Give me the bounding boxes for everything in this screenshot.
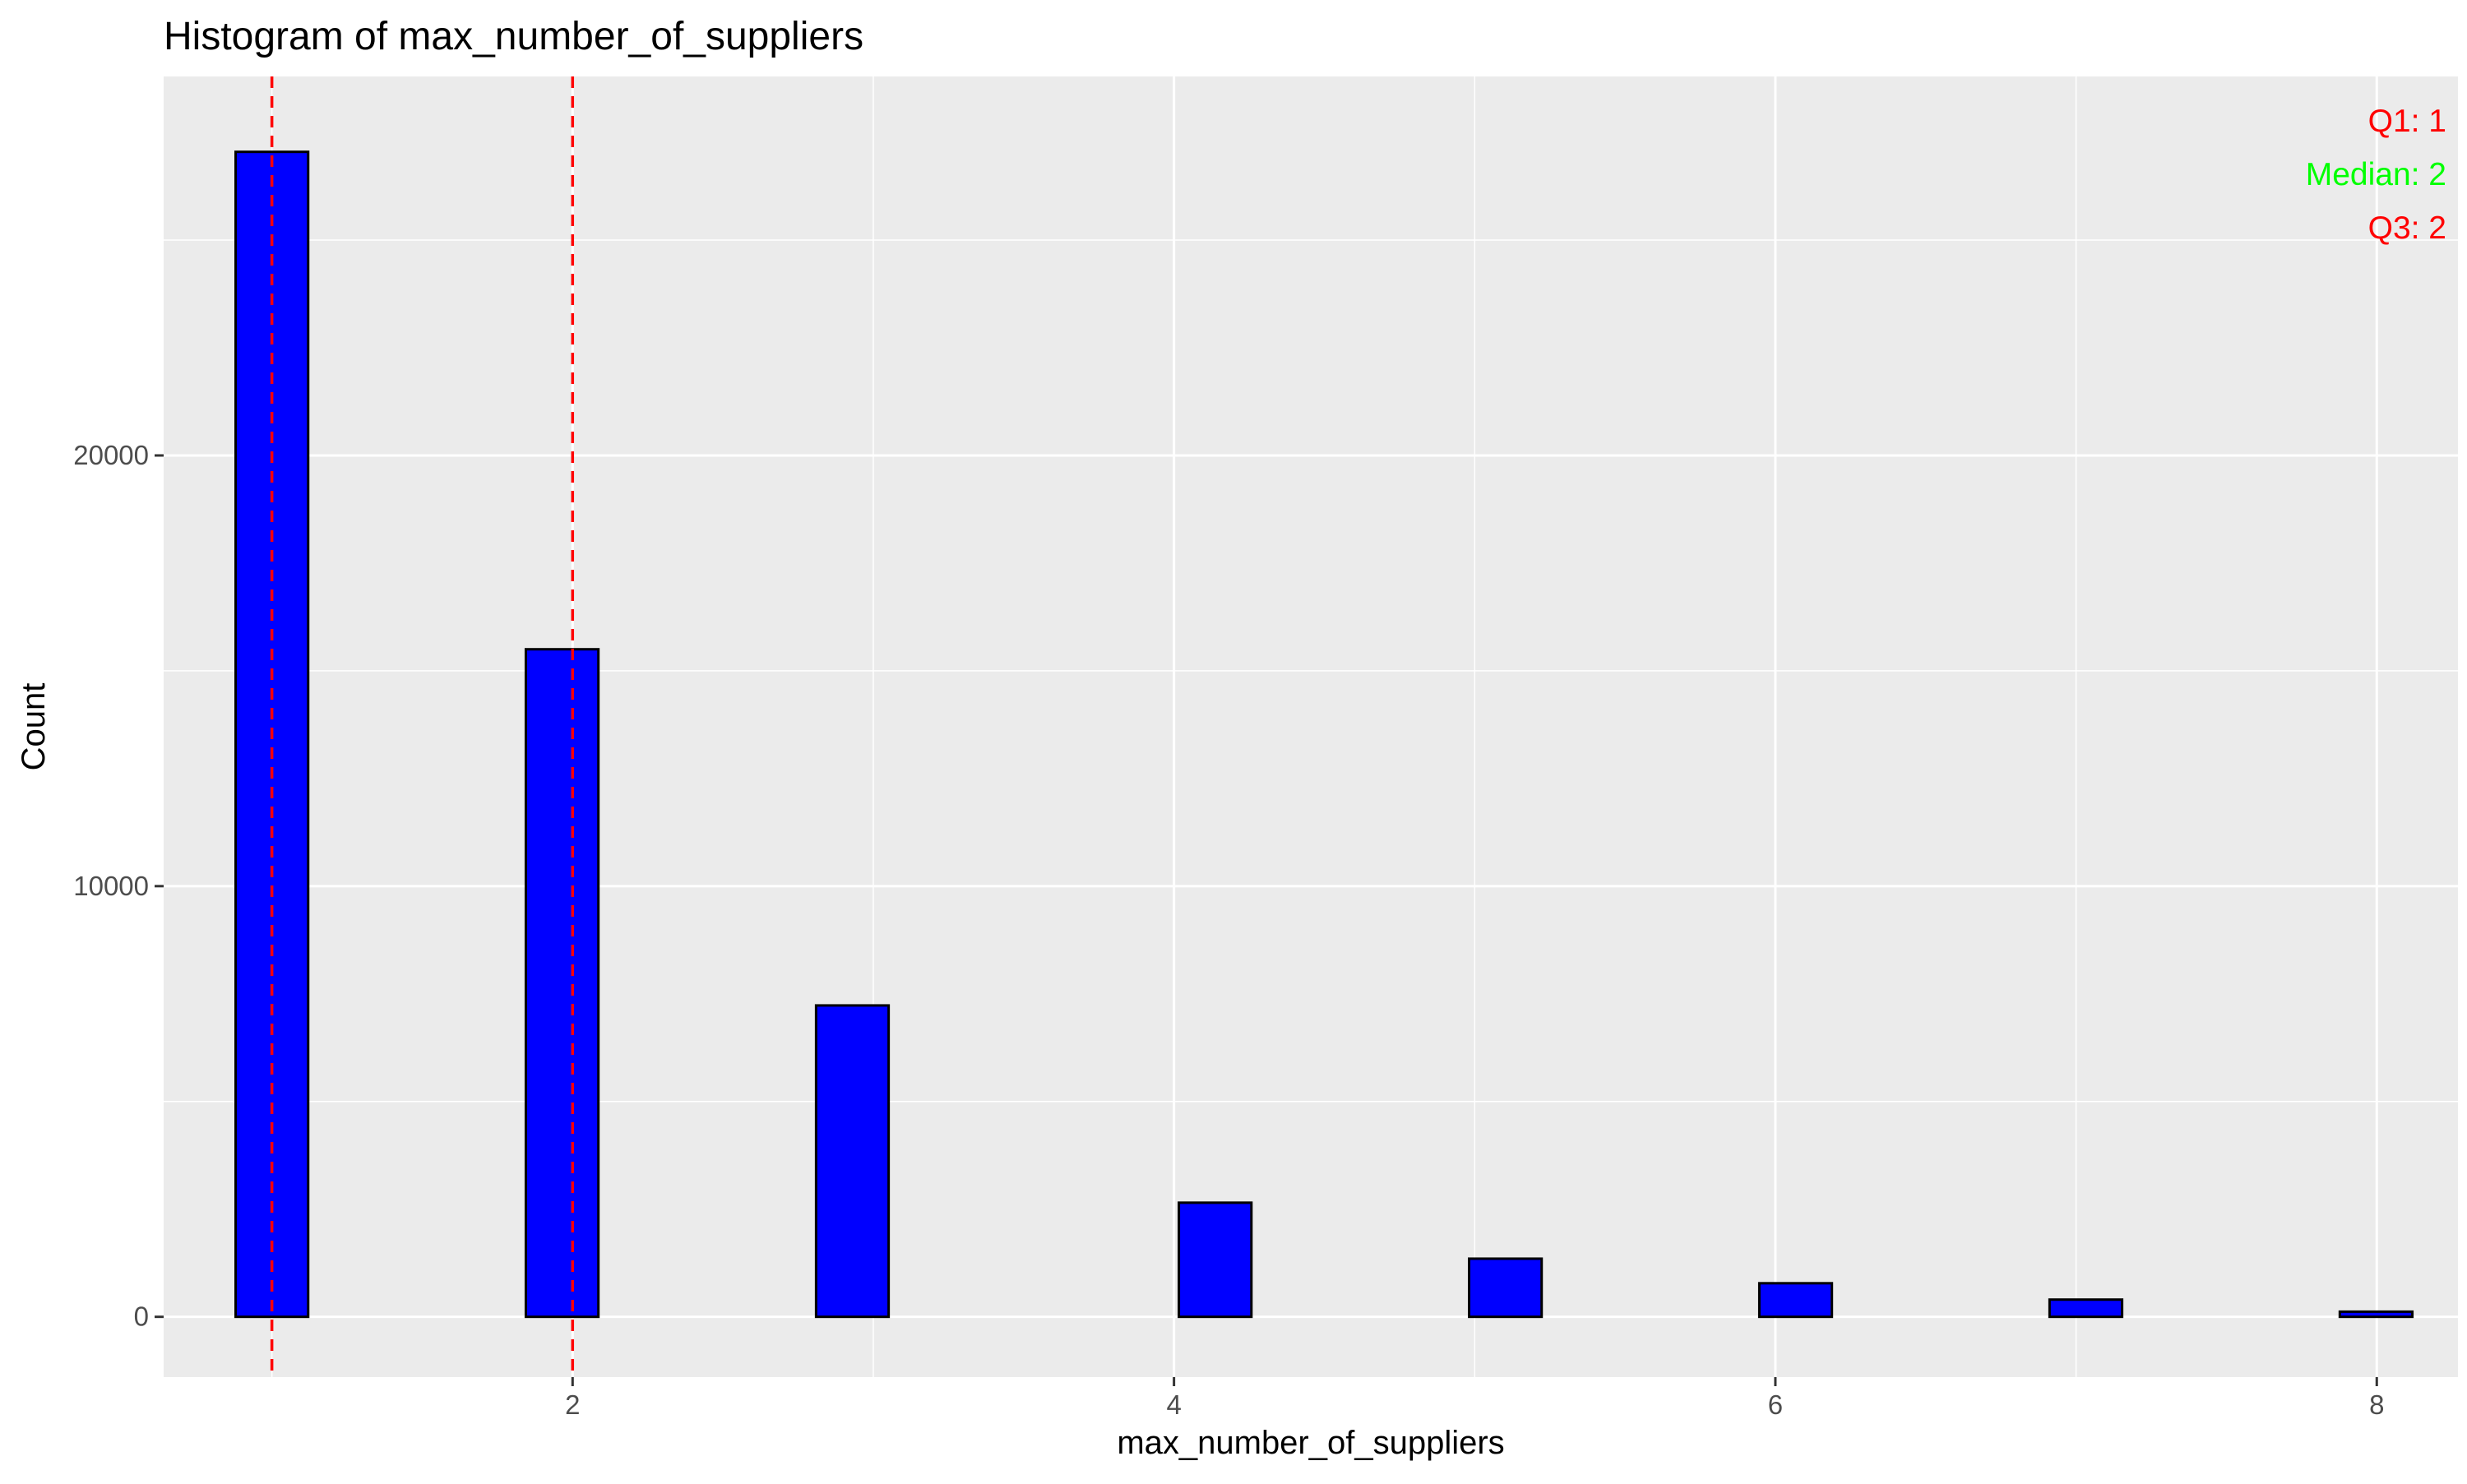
- quartile-annotations: Q1: 1 Median: 2 Q3: 2: [2306, 104, 2446, 246]
- chart-title: Histogram of max_number_of_suppliers: [164, 15, 863, 58]
- histogram-bars: [234, 150, 2414, 1319]
- plot-panel: [164, 76, 2458, 1377]
- y-axis-title: Count: [16, 683, 52, 771]
- histogram-bar: [1178, 1201, 1253, 1319]
- histogram-bar: [524, 648, 600, 1319]
- y-tick-label: 0: [134, 1301, 149, 1332]
- histogram-bar: [814, 1004, 891, 1319]
- x-tick-label: 2: [565, 1389, 580, 1420]
- x-tick-label: 4: [1166, 1389, 1181, 1420]
- histogram-bar: [1468, 1257, 1544, 1319]
- y-tick-label: 20000: [73, 440, 149, 470]
- y-tick-label: 10000: [73, 871, 149, 901]
- quartile-annotation: Q3: 2: [2368, 210, 2446, 246]
- quartile-annotation: Median: 2: [2306, 157, 2446, 192]
- quartile-annotation: Q1: 1: [2368, 104, 2446, 139]
- x-axis-title: max_number_of_suppliers: [1117, 1425, 1504, 1461]
- x-axis: 2 4 6 8: [565, 1377, 2384, 1420]
- x-tick-label: 6: [1768, 1389, 1783, 1420]
- histogram-bar: [2338, 1310, 2414, 1319]
- histogram-bar: [2048, 1298, 2124, 1319]
- y-axis: 0 10000 20000: [73, 440, 164, 1332]
- histogram-bar: [1757, 1282, 1834, 1319]
- x-tick-label: 8: [2369, 1389, 2384, 1420]
